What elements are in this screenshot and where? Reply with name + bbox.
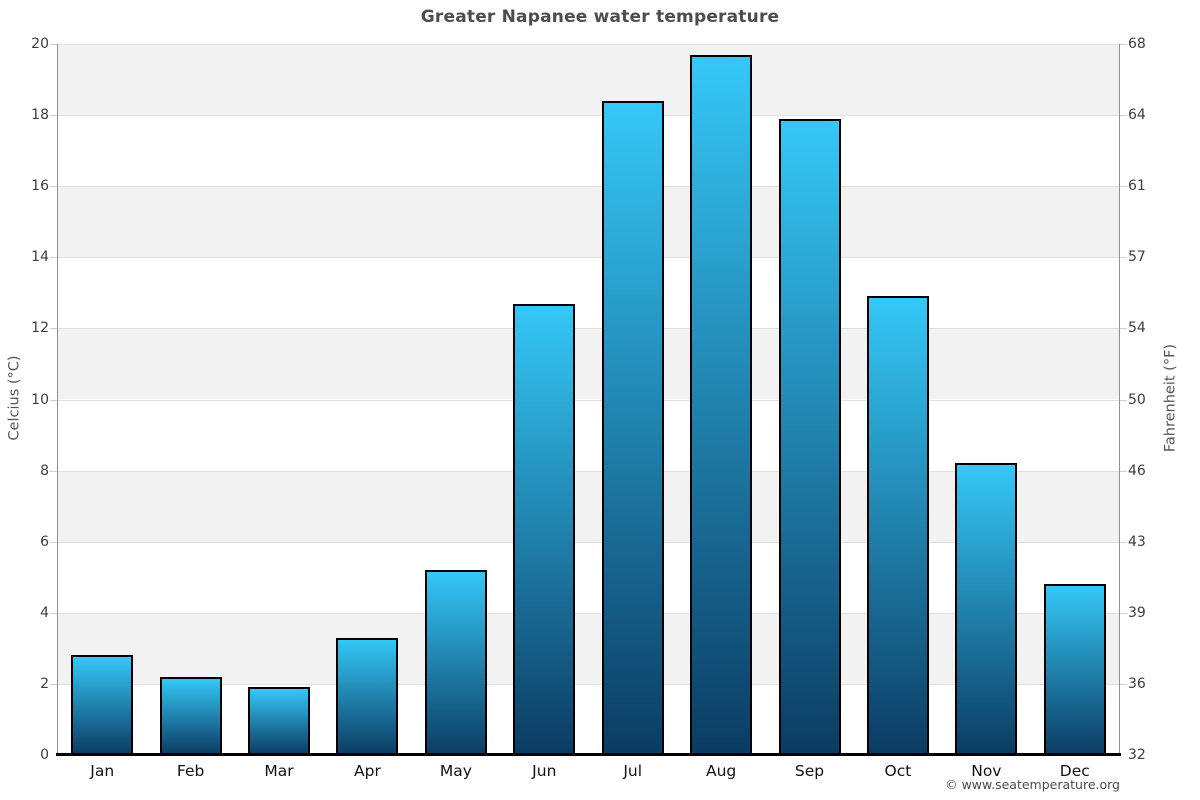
y-tick-left-6: 6 bbox=[40, 533, 49, 550]
y-tick-right-39: 39 bbox=[1128, 604, 1146, 621]
tick-mark-right bbox=[1120, 257, 1127, 259]
y-tick-left-16: 16 bbox=[31, 178, 49, 195]
gridline bbox=[58, 399, 1119, 401]
gridline bbox=[58, 44, 1119, 45]
y-tick-right-46: 46 bbox=[1128, 462, 1146, 479]
y-tick-left-10: 10 bbox=[31, 391, 49, 408]
bar-aug bbox=[690, 54, 753, 754]
x-tick-nov: Nov bbox=[971, 762, 1002, 780]
y-tick-left-18: 18 bbox=[31, 107, 49, 124]
x-tick-feb: Feb bbox=[176, 762, 205, 780]
x-tick-dec: Dec bbox=[1059, 762, 1090, 780]
tick-mark-left bbox=[50, 470, 57, 472]
tick-mark-left bbox=[50, 328, 57, 330]
x-tick-oct: Oct bbox=[884, 762, 912, 780]
y-tick-left-14: 14 bbox=[31, 249, 49, 266]
bar-may bbox=[424, 570, 487, 754]
tick-mark-right bbox=[1120, 44, 1127, 45]
tick-mark-right bbox=[1120, 683, 1127, 685]
grid-band bbox=[58, 541, 1119, 613]
bar-nov bbox=[955, 463, 1018, 754]
tick-mark-left bbox=[50, 399, 57, 401]
y-tick-left-12: 12 bbox=[31, 320, 49, 337]
y-tick-right-61: 61 bbox=[1128, 178, 1146, 195]
tick-mark-left bbox=[50, 683, 57, 685]
tick-mark-right bbox=[1120, 612, 1127, 614]
right-axis-line bbox=[1119, 44, 1120, 755]
y-tick-right-57: 57 bbox=[1128, 249, 1146, 266]
y-tick-right-54: 54 bbox=[1128, 320, 1146, 337]
tick-mark-left bbox=[50, 612, 57, 614]
tick-mark-right bbox=[1120, 186, 1127, 188]
bar-mar bbox=[248, 687, 311, 754]
plot-area bbox=[58, 44, 1119, 755]
grid-band bbox=[58, 186, 1119, 258]
bar-dec bbox=[1043, 584, 1106, 754]
gridline bbox=[58, 683, 1119, 685]
chart-title: Greater Napanee water temperature bbox=[420, 7, 780, 27]
grid-band bbox=[58, 257, 1119, 329]
gridline bbox=[58, 541, 1119, 543]
left-axis-line bbox=[57, 44, 58, 755]
bar-feb bbox=[159, 676, 222, 754]
tick-mark-left bbox=[50, 257, 57, 259]
y-tick-left-8: 8 bbox=[40, 462, 49, 479]
y-tick-right-64: 64 bbox=[1128, 107, 1146, 124]
x-tick-jun: Jun bbox=[532, 762, 557, 780]
grid-band bbox=[58, 612, 1119, 684]
tick-mark-right bbox=[1120, 470, 1127, 472]
tick-mark-left bbox=[50, 115, 57, 117]
bar-oct bbox=[866, 296, 929, 754]
x-tick-aug: Aug bbox=[705, 762, 737, 780]
bar-apr bbox=[336, 637, 399, 754]
x-tick-sep: Sep bbox=[794, 762, 825, 780]
bar-jun bbox=[513, 303, 576, 754]
y-tick-right-68: 68 bbox=[1128, 36, 1146, 52]
x-tick-jan: Jan bbox=[90, 762, 115, 780]
y-tick-right-36: 36 bbox=[1128, 675, 1146, 692]
y-tick-left-2: 2 bbox=[40, 675, 49, 692]
tick-mark-right bbox=[1120, 541, 1127, 543]
x-tick-jul: Jul bbox=[623, 762, 643, 780]
y-tick-left-0: 0 bbox=[40, 747, 49, 763]
tick-mark-left bbox=[50, 186, 57, 188]
x-tick-mar: Mar bbox=[264, 762, 294, 780]
gridline bbox=[58, 612, 1119, 614]
y-tick-left-20: 20 bbox=[31, 36, 49, 52]
gridline bbox=[58, 470, 1119, 472]
grid-band bbox=[58, 44, 1119, 116]
gridline bbox=[58, 328, 1119, 330]
tick-mark-right bbox=[1120, 115, 1127, 117]
x-tick-may: May bbox=[439, 762, 472, 780]
y-tick-right-32: 32 bbox=[1128, 747, 1146, 763]
copyright-link[interactable]: © www.seatemperature.org bbox=[945, 777, 1120, 792]
grid-band bbox=[58, 328, 1119, 400]
tick-mark-right bbox=[1120, 399, 1127, 401]
tick-mark-left bbox=[50, 44, 57, 45]
bar-sep bbox=[778, 118, 841, 754]
gridline bbox=[58, 186, 1119, 188]
y-tick-right-43: 43 bbox=[1128, 533, 1146, 550]
bottom-axis-line bbox=[56, 753, 1121, 756]
gridline bbox=[58, 257, 1119, 259]
tick-mark-right bbox=[1120, 328, 1127, 330]
gridline bbox=[58, 115, 1119, 117]
y-tick-left-4: 4 bbox=[40, 604, 49, 621]
x-tick-apr: Apr bbox=[354, 762, 381, 780]
tick-mark-left bbox=[50, 541, 57, 543]
y-tick-right-50: 50 bbox=[1128, 391, 1146, 408]
grid-band bbox=[58, 115, 1119, 187]
grid-band bbox=[58, 399, 1119, 471]
bar-jul bbox=[601, 100, 664, 754]
grid-band bbox=[58, 683, 1119, 755]
grid-band bbox=[58, 470, 1119, 542]
bar-jan bbox=[71, 655, 134, 754]
